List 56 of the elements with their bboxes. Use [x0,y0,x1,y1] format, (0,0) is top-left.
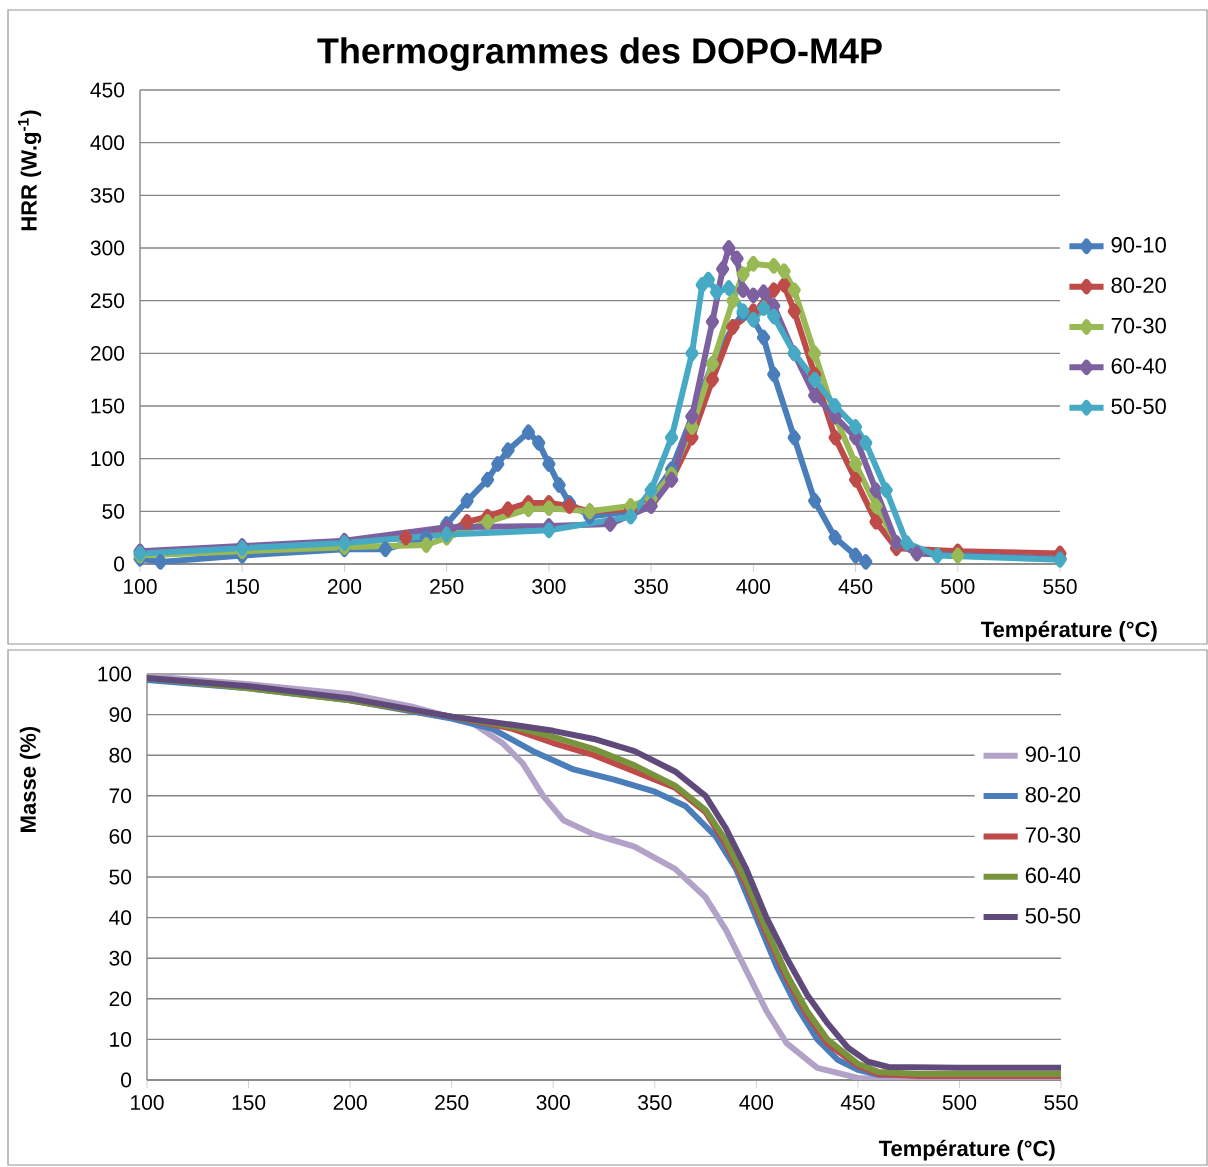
y-tick-label: 50 [109,869,132,885]
y-tick-label: 300 [90,240,125,256]
legend-label: 60-40 [1111,358,1166,374]
y-tick-label: 70 [109,788,132,804]
y-tick-label: 80 [109,747,132,763]
y-axis-title: HRR (W.g$^{-1}$) [18,110,42,231]
x-tick-label: 100 [124,578,157,594]
y-tick-label: 150 [91,398,125,414]
x-tick-label: 350 [638,1094,672,1110]
y-tick-label: 100 [98,666,132,682]
x-tick-label: 150 [226,578,259,594]
x-tick-label: 300 [532,578,566,594]
legend-label: 90-10 [1025,746,1081,762]
legend-label: 90-10 [1111,237,1166,253]
x-axis-title: Température (°C) [878,1139,1055,1161]
x-tick-label: 200 [333,1094,367,1110]
y-tick-label: 0 [121,1072,132,1088]
x-tick-label: 500 [941,578,975,594]
x-tick-label: 450 [840,1094,875,1110]
x-tick-label: 550 [1043,578,1077,594]
y-tick-label: 20 [109,991,132,1007]
legend-label: 60-40 [1025,867,1081,884]
x-tick-label: 250 [435,1094,469,1110]
y-tick-label: 250 [90,293,125,309]
y-tick-label: 350 [90,187,125,203]
y-tick-label: 60 [109,828,132,844]
y-tick-label: 90 [109,707,132,722]
y-tick-label: 200 [90,345,125,361]
x-tick-label: 200 [328,578,362,594]
legend-label: 70-30 [1111,317,1166,334]
legend-label: 70-30 [1025,827,1081,843]
y-tick-label: 0 [114,556,125,572]
x-tick-label: 450 [838,578,873,594]
legend-label: 80-20 [1025,786,1081,803]
legend-label: 50-50 [1025,907,1081,924]
y-tick-label: 400 [90,135,125,151]
x-tick-label: 350 [634,578,668,594]
x-tick-label: 150 [232,1094,266,1110]
y-tick-label: 40 [109,910,132,925]
legend-label: 80-20 [1111,277,1166,293]
y-axis-title: Masse (%) [19,726,41,832]
chart-title: Thermogrammes des DOPO-M4P [317,37,882,71]
y-tick-label: 450 [90,82,125,98]
x-tick-label: 500 [942,1094,977,1110]
y-tick-label: 30 [109,950,132,966]
x-tick-label: 300 [536,1094,570,1110]
y-tick-label: 50 [102,503,125,519]
y-tick-label: 10 [110,1031,132,1047]
legend-label: 50-50 [1111,398,1166,415]
x-tick-label: 100 [131,1094,164,1110]
x-axis-title: Température (°C) [980,620,1157,642]
y-tick-label: 100 [91,451,125,466]
x-tick-label: 400 [736,578,771,594]
x-tick-label: 250 [430,578,464,594]
x-tick-label: 550 [1044,1094,1078,1110]
x-tick-label: 400 [739,1094,774,1110]
